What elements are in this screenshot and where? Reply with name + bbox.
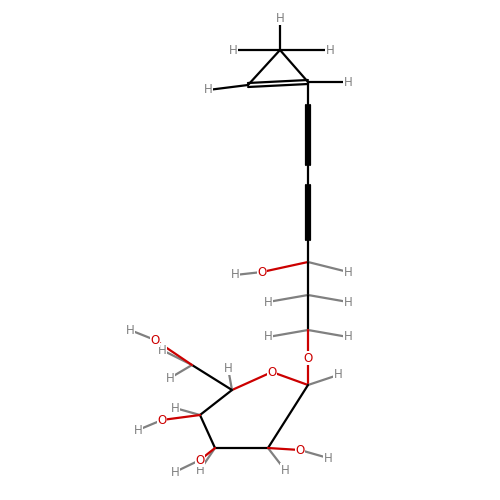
Text: H: H (170, 466, 179, 478)
Text: O: O (258, 266, 266, 278)
Text: O: O (304, 352, 312, 364)
Text: H: H (204, 84, 212, 96)
Text: O: O (196, 454, 204, 466)
Text: H: H (344, 330, 352, 344)
Text: H: H (170, 402, 179, 414)
Text: H: H (228, 44, 237, 57)
Text: H: H (344, 76, 352, 88)
Text: H: H (264, 330, 272, 344)
Text: O: O (150, 334, 160, 346)
Text: H: H (134, 424, 142, 436)
Text: H: H (276, 12, 284, 24)
Text: H: H (324, 452, 332, 464)
Text: H: H (230, 268, 239, 281)
Text: H: H (326, 44, 334, 57)
Text: H: H (280, 464, 289, 476)
Text: H: H (264, 296, 272, 308)
Text: H: H (224, 362, 232, 374)
Text: O: O (296, 444, 304, 456)
Text: H: H (334, 368, 342, 382)
Text: H: H (166, 372, 174, 384)
Text: H: H (126, 324, 134, 336)
Text: H: H (344, 266, 352, 278)
Text: H: H (344, 296, 352, 308)
Text: O: O (268, 366, 276, 378)
Text: O: O (158, 414, 166, 426)
Text: H: H (158, 344, 166, 356)
Text: H: H (196, 464, 204, 476)
